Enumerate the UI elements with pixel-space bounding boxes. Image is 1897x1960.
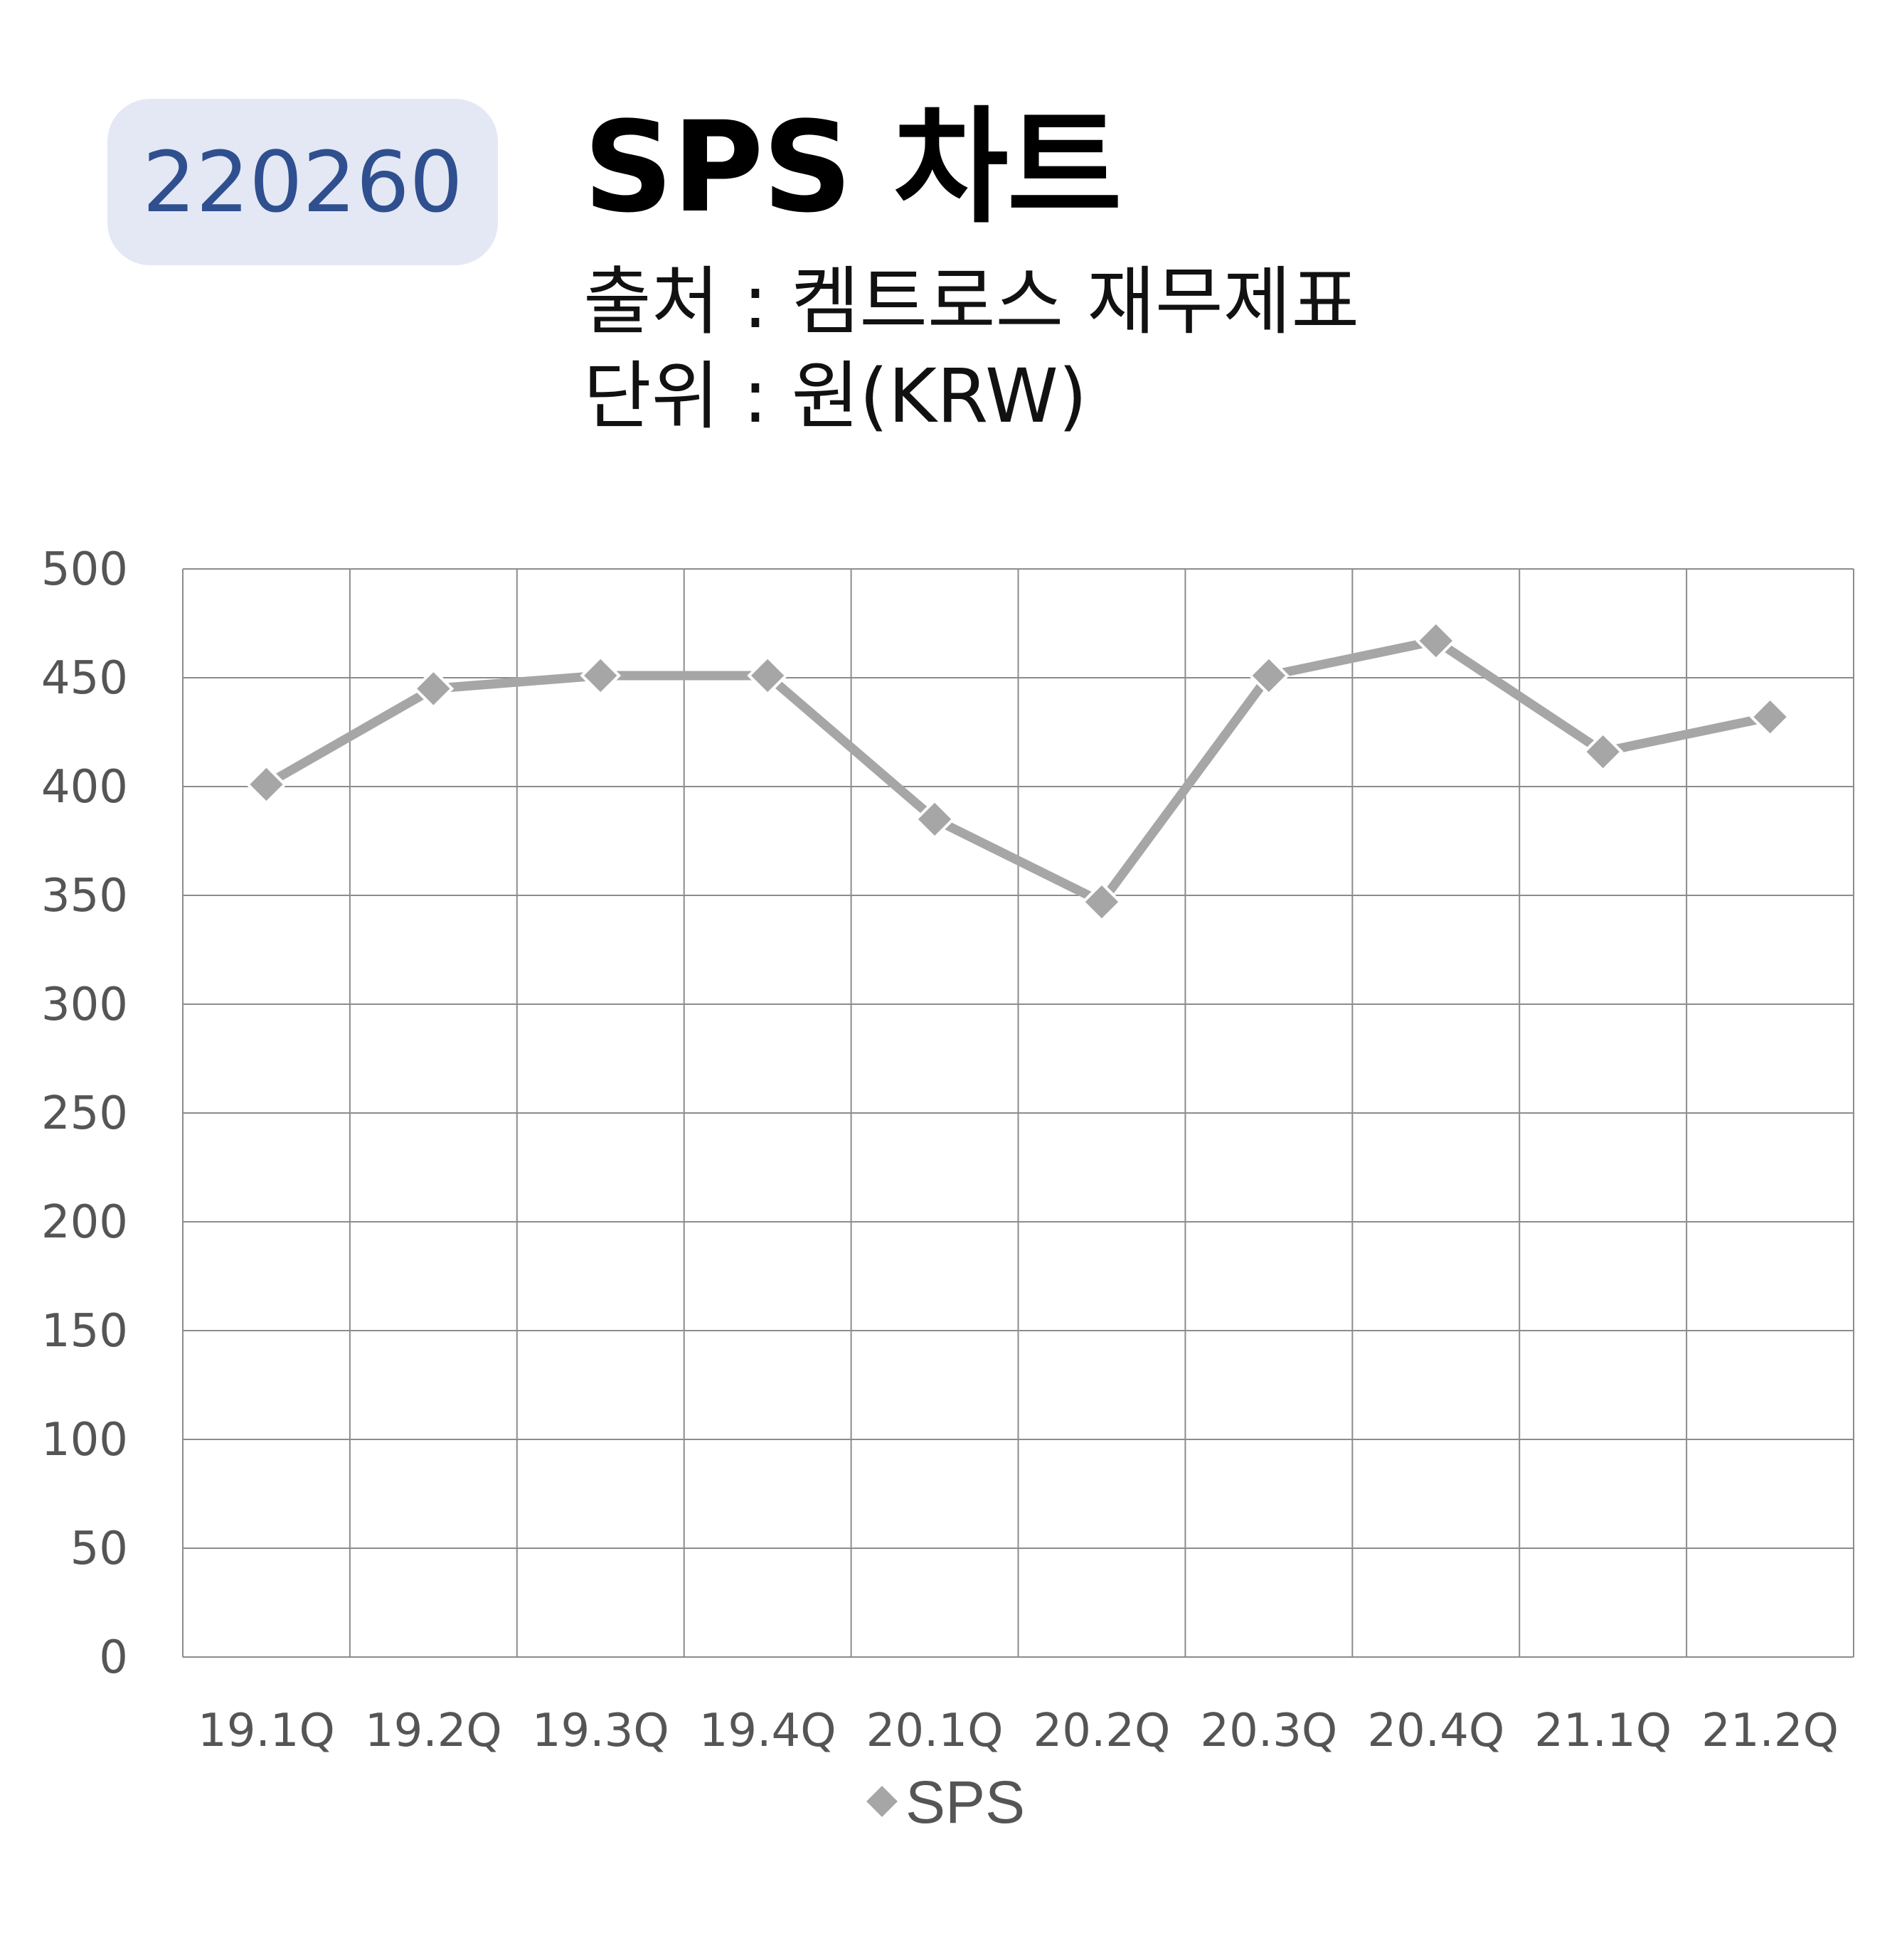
y-tick-label: 250	[41, 1087, 128, 1140]
y-tick-label: 500	[41, 543, 128, 596]
series-layer	[245, 620, 1791, 923]
unit-note: 단위 : 원(KRW)	[583, 353, 1088, 440]
y-tick-label: 150	[41, 1305, 128, 1358]
x-tick-label: 20.1Q	[866, 1705, 1004, 1757]
data-point-marker	[747, 655, 788, 696]
y-tick-label: 50	[70, 1523, 128, 1575]
series-line	[261, 636, 1775, 907]
data-point-marker	[245, 764, 287, 805]
x-tick-label: 19.1Q	[198, 1705, 335, 1757]
x-tick-label: 21.1Q	[1534, 1705, 1672, 1757]
x-tick-label: 20.2Q	[1033, 1705, 1171, 1757]
legend: SPS	[863, 1769, 1025, 1836]
data-point-marker	[914, 799, 955, 840]
x-tick-label: 19.3Q	[532, 1705, 669, 1757]
data-point-marker	[1749, 696, 1791, 737]
y-axis: 0 50 100 150 200 250 300 350 400 450 500	[41, 543, 128, 1684]
x-tick-label: 19.2Q	[365, 1705, 502, 1757]
data-point-marker	[1415, 620, 1457, 661]
source-note: 출처 : 켐트로스 재무제표	[583, 258, 1360, 345]
data-point-marker	[1081, 881, 1122, 923]
y-tick-label: 200	[41, 1196, 128, 1249]
data-point-marker	[1248, 655, 1290, 696]
y-tick-label: 0	[99, 1631, 128, 1684]
y-tick-label: 300	[41, 979, 128, 1031]
x-tick-label: 20.3Q	[1200, 1705, 1337, 1757]
y-tick-label: 450	[41, 652, 128, 705]
y-tick-label: 400	[41, 761, 128, 814]
x-tick-label: 20.4Q	[1367, 1705, 1504, 1757]
data-point-marker	[1582, 731, 1624, 772]
x-tick-label: 19.4Q	[699, 1705, 836, 1757]
data-point-marker	[580, 655, 622, 696]
legend-marker	[863, 1782, 901, 1821]
stock-code-badge: 220260	[107, 99, 498, 265]
y-tick-label: 350	[41, 870, 128, 922]
y-tick-label: 100	[41, 1414, 128, 1466]
legend-label: SPS	[905, 1769, 1025, 1836]
x-axis: 19.1Q 19.2Q 19.3Q 19.4Q 20.1Q 20.2Q 20.3Q 20.4Q…	[198, 1705, 1839, 1757]
chart-title: SPS 차트	[583, 95, 1122, 240]
data-point-marker	[413, 668, 455, 710]
x-tick-label: 21.2Q	[1701, 1705, 1839, 1757]
